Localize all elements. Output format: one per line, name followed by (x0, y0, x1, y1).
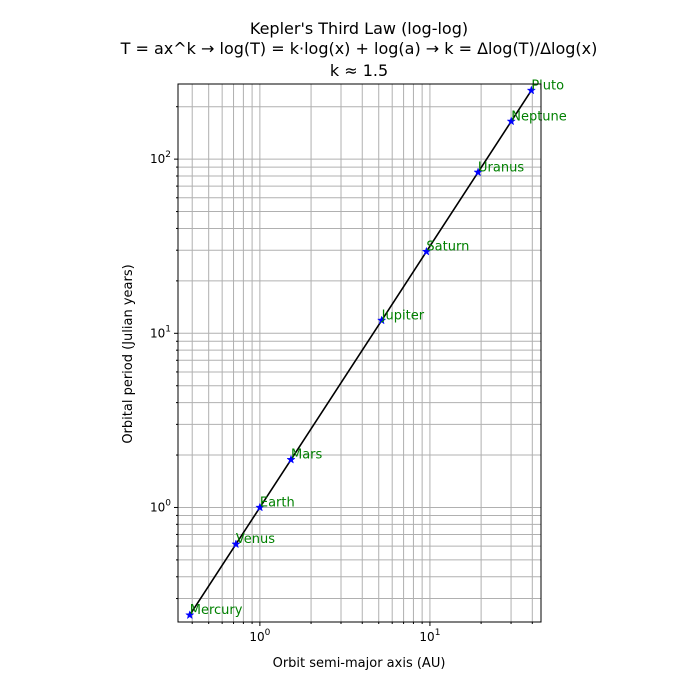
y-tick-base: 10 (150, 326, 165, 340)
planet-marker-saturn (421, 246, 432, 256)
planet-label-earth: Earth (260, 495, 295, 510)
x-tick-exponent: 0 (265, 628, 271, 638)
planet-marker-mercury (185, 610, 195, 620)
planet-marker-mars (286, 454, 296, 464)
title-line-1: Kepler's Third Law (log-log) (250, 19, 468, 38)
x-tick-exponent: 1 (435, 628, 441, 638)
axes-frame (177, 83, 542, 623)
y-tick-label: 100 (150, 498, 171, 514)
x-tick-label: 101 (419, 628, 440, 644)
planet-marker-uranus (473, 167, 483, 177)
planet-label-pluto: Pluto (531, 78, 564, 93)
planet-label-saturn: Saturn (426, 240, 469, 255)
planet-marker-venus (231, 539, 241, 549)
planet-label-jupiter: Jupiter (381, 308, 425, 323)
y-tick-exponent: 1 (165, 324, 171, 334)
title-line-2: T = ax^k → log(T) = k·log(x) + log(a) → … (120, 39, 598, 58)
title-line-3: k ≈ 1.5 (330, 61, 388, 80)
y-tick-base: 10 (150, 152, 165, 166)
y-tick-exponent: 0 (165, 498, 171, 508)
plot-area: 100 101100101102MercuryVenusEarthMarsJupi… (150, 78, 567, 644)
planet-label-mercury: Mercury (190, 603, 243, 618)
planet-label-uranus: Uranus (478, 160, 524, 175)
y-tick-base: 10 (150, 500, 165, 514)
planet-label-venus: Venus (236, 532, 275, 547)
planet-marker-jupiter (376, 315, 387, 325)
planet-marker-pluto (526, 85, 537, 95)
y-axis-label: Orbital period (Julian years) (121, 264, 136, 443)
planet-label-mars: Mars (291, 448, 323, 463)
grid-lines (178, 84, 541, 622)
y-tick-label: 102 (150, 150, 171, 166)
planet-marker-earth (255, 502, 265, 512)
x-tick-base: 10 (249, 630, 264, 644)
chart-title: Kepler's Third Law (log-log) T = ax^k → … (120, 19, 598, 80)
y-tick-label: 101 (150, 324, 171, 340)
planet-marker-neptune (506, 116, 516, 126)
x-axis-label: Orbit semi-major axis (AU) (273, 656, 446, 671)
axis-ticks (174, 106, 533, 626)
y-tick-exponent: 2 (165, 150, 171, 160)
x-tick-base: 10 (419, 630, 434, 644)
x-tick-label: 100 (249, 628, 270, 644)
planet-label-neptune: Neptune (511, 109, 567, 124)
